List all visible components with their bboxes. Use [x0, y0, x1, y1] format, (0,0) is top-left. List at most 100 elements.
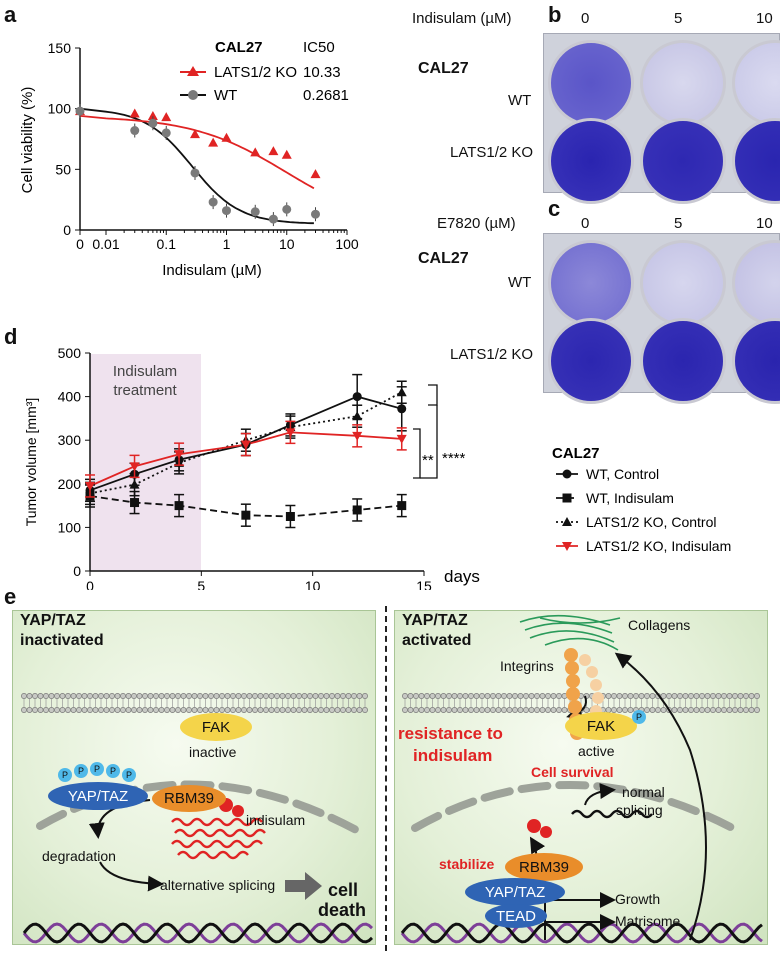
lipid-head — [743, 707, 749, 713]
panel-d-ylabel: Tumor volume [mm³] — [23, 398, 39, 527]
fak-inactive: inactive — [189, 744, 237, 760]
lipid-head — [523, 693, 529, 699]
lipid-head — [257, 693, 264, 699]
point-ko — [310, 169, 321, 179]
panel-d-ytick-label: 100 — [58, 519, 82, 535]
point-wt — [190, 168, 200, 178]
lipid-head — [732, 707, 738, 713]
lipid-head — [301, 693, 308, 699]
lipid-head — [655, 707, 661, 713]
panel-d-xtick-label: 15 — [416, 578, 432, 590]
point-ko — [268, 146, 279, 156]
lipid-head — [633, 693, 639, 699]
lipid-head — [76, 707, 82, 713]
lipid-head — [517, 693, 524, 699]
point-wt — [208, 197, 218, 207]
lipid-head — [153, 707, 159, 713]
panel-b-dose-2: 10 — [756, 10, 773, 27]
well-b-ko-5 — [640, 118, 726, 204]
shade-label-2: treatment — [113, 382, 177, 399]
lipid-head — [677, 693, 683, 699]
growth-label: Growth — [615, 891, 661, 907]
lipid-head — [462, 693, 469, 699]
divider — [385, 606, 387, 951]
cell-death-1: cell — [328, 880, 359, 900]
panel-a-xtick-label: 0.1 — [157, 236, 177, 252]
well-b-wt-5 — [640, 40, 726, 126]
lipid-head — [241, 707, 247, 713]
legend-marker — [562, 493, 572, 503]
lipid-head — [424, 693, 430, 699]
legend-label: WT, Control — [586, 466, 659, 482]
lipid-head — [671, 707, 678, 713]
lipid-head — [754, 693, 760, 699]
lipid-head — [710, 707, 716, 713]
lipid-head — [169, 693, 176, 699]
indisulam-blob-right — [527, 819, 541, 833]
lipid-head — [627, 707, 634, 713]
lipid-head — [682, 707, 689, 713]
panel-d-legend: WT, Control WT, Indisulam LATS1/2 KO, Cont… — [556, 466, 731, 554]
lipid-head — [649, 693, 656, 699]
lipid-head — [616, 707, 623, 713]
collagens-label: Collagens — [628, 617, 691, 633]
panel-d-xtick-label: 10 — [305, 578, 321, 590]
lipid-head — [70, 707, 77, 713]
lipid-head — [301, 707, 308, 713]
dna-strand-a — [400, 922, 763, 944]
left-title-2: inactivated — [20, 632, 104, 649]
point-wt — [268, 214, 278, 224]
lipid-head — [191, 693, 198, 699]
cell-death-2: death — [318, 900, 367, 920]
lipid-head — [76, 693, 82, 699]
lipid-head — [164, 707, 170, 713]
panel-b-cell-line: CAL27 — [418, 60, 469, 77]
indisulam-label-left: indisulam — [246, 812, 306, 828]
panel-d-ytick-label: 200 — [58, 476, 82, 492]
lipid-head — [307, 707, 313, 713]
lipid-head — [98, 693, 104, 699]
point-wt — [130, 126, 140, 136]
lipid-head — [169, 707, 176, 713]
phospho-fak: P — [632, 710, 646, 724]
lipid-head — [345, 707, 352, 713]
lipid-head — [180, 707, 187, 713]
panel-a-chart: 0 50 100 150 0 0.01 0.1 1 10 100 Cell viability (… — [19, 39, 359, 279]
point-wt — [75, 106, 85, 116]
lipid-head — [136, 693, 143, 699]
lipid-head — [307, 693, 313, 699]
lipid-head — [429, 707, 436, 713]
panel-b-dose-1: 5 — [674, 10, 683, 27]
lipid-head — [202, 707, 209, 713]
legend-label: LATS1/2 KO, Control — [586, 514, 716, 530]
point-ko — [208, 137, 219, 147]
panel-c-plate — [543, 233, 780, 404]
resistance-2: indisulam — [413, 746, 493, 765]
arrow-growth — [544, 892, 616, 922]
yaptaz-label-right: YAP/TAZ — [484, 883, 546, 901]
lipid-head — [479, 693, 485, 699]
lipid-head — [87, 707, 93, 713]
lipid-head — [407, 693, 414, 699]
lipid-head — [506, 707, 513, 713]
panel-e-right — [394, 610, 768, 945]
yaptaz-oval-right: YAP/TAZ — [465, 878, 565, 906]
lipid-head — [424, 707, 430, 713]
fak-active: active — [578, 743, 615, 759]
lipid-head — [279, 693, 286, 699]
series-point — [352, 392, 362, 402]
sig-1: ** — [422, 452, 434, 469]
lipid-head — [285, 707, 291, 713]
point-wt — [222, 206, 231, 216]
lipid-head — [180, 693, 187, 699]
lipid-head — [451, 693, 458, 699]
lipid-head — [153, 693, 159, 699]
lipid-head — [290, 707, 297, 713]
fak-oval-right: FAK — [565, 712, 637, 740]
lipid-head — [699, 693, 705, 699]
panel-d-ticks: 0 100 200 300 400 500 0 5 10 15 — [58, 345, 432, 590]
series-point — [129, 479, 140, 489]
well-b-wt-0 — [548, 40, 634, 126]
lipid-head — [263, 707, 269, 713]
panel-c-dose-2: 10 — [756, 215, 773, 232]
